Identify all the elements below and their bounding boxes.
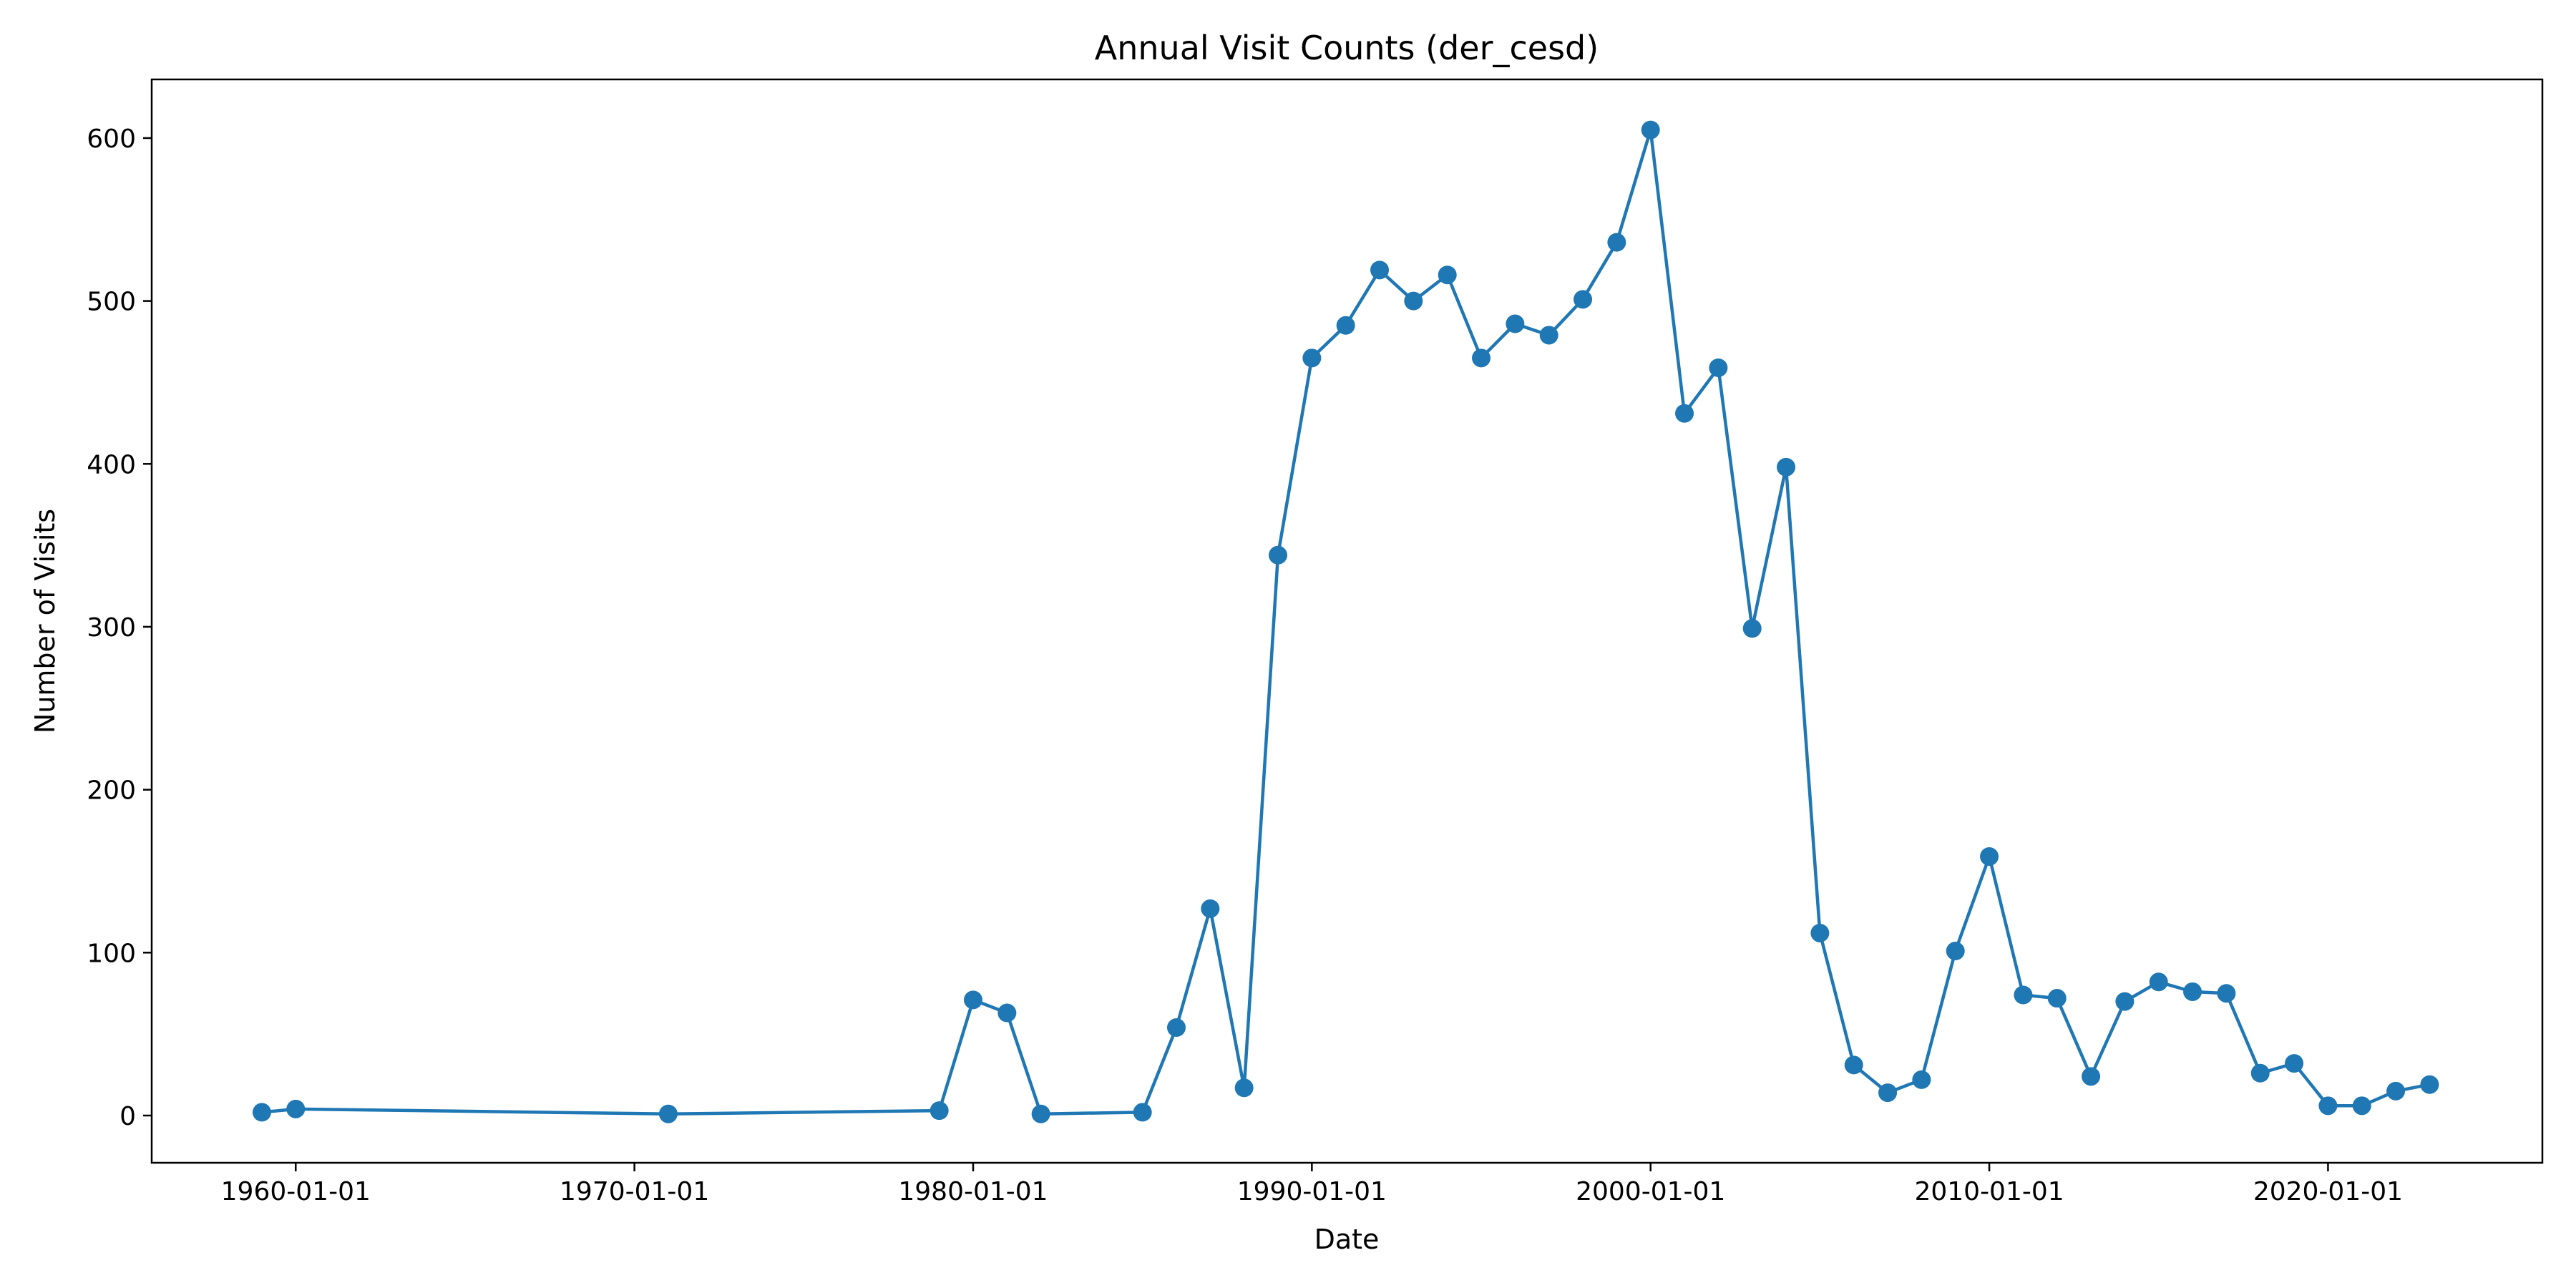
data-point [2285,1054,2304,1073]
y-tick-label: 400 [87,450,136,479]
data-point [2047,989,2067,1008]
plot-frame [150,78,2544,1164]
data-point [2217,984,2236,1003]
data-point [1336,316,1355,335]
y-tick-label: 300 [87,613,136,643]
data-point [2352,1096,2371,1116]
data-point [1574,290,1593,309]
data-point [658,1104,678,1123]
data-point [1980,847,1999,866]
y-tick-label: 200 [87,776,136,806]
chart-title: Annual Visit Counts (der_cesd) [1095,29,1599,67]
data-point [1912,1070,1931,1089]
data-point [1607,233,1626,252]
data-point [1133,1103,1152,1122]
series-layer [252,120,2439,1123]
y-axis-label: Number of Visits [29,509,61,733]
series-line [261,128,2430,1116]
data-point [1709,358,1728,377]
y-tick-label: 0 [119,1102,136,1131]
y-tick-label: 600 [87,125,136,154]
data-point [1506,314,1525,333]
data-point [1201,899,1220,918]
data-point [1302,348,1322,368]
data-point [1472,348,1491,368]
data-point [1675,404,1694,423]
x-tick-label: 2000-01-01 [1576,1177,1725,1206]
data-point [1269,545,1288,565]
data-point [286,1099,306,1118]
data-point [2420,1075,2439,1094]
x-tick-label: 2020-01-01 [2253,1177,2403,1206]
data-point [997,1003,1017,1023]
x-axis: 1960-01-01 1970-01-01 1980-01-01 1990-01-01… [221,1163,2403,1206]
data-point [1810,923,1830,942]
data-point [2183,982,2202,1001]
data-point [2082,1067,2101,1086]
y-axis: 0 100 200 300 400 500 600 [87,125,152,1131]
x-axis-label: Date [1314,1224,1380,1255]
data-point [963,990,982,1010]
data-point [2014,985,2033,1005]
x-tick-label: 1980-01-01 [898,1177,1048,1206]
data-point [930,1101,949,1121]
data-point [2250,1063,2270,1083]
data-point [1370,260,1390,280]
x-tick-label: 1970-01-01 [560,1177,709,1206]
data-point [1438,265,1457,285]
data-point [1878,1083,1898,1103]
data-point [2149,972,2168,992]
data-point [1641,120,1660,140]
y-tick-label: 500 [87,288,136,317]
data-point [252,1103,271,1122]
data-point [1742,619,1762,638]
data-point [1031,1104,1050,1123]
x-tick-label: 1960-01-01 [221,1177,371,1206]
data-point [1777,457,1796,477]
data-point [1404,291,1423,311]
data-point [1234,1078,1254,1098]
data-point [1844,1055,1863,1075]
data-point [1946,942,1965,961]
x-tick-label: 1990-01-01 [1237,1177,1387,1206]
data-point [1539,326,1558,345]
data-point [2115,992,2135,1011]
data-point [2386,1081,2406,1101]
y-tick-label: 100 [87,939,136,968]
x-tick-label: 2010-01-01 [1914,1177,2064,1206]
data-point [2318,1096,2338,1116]
data-point [1167,1018,1186,1038]
